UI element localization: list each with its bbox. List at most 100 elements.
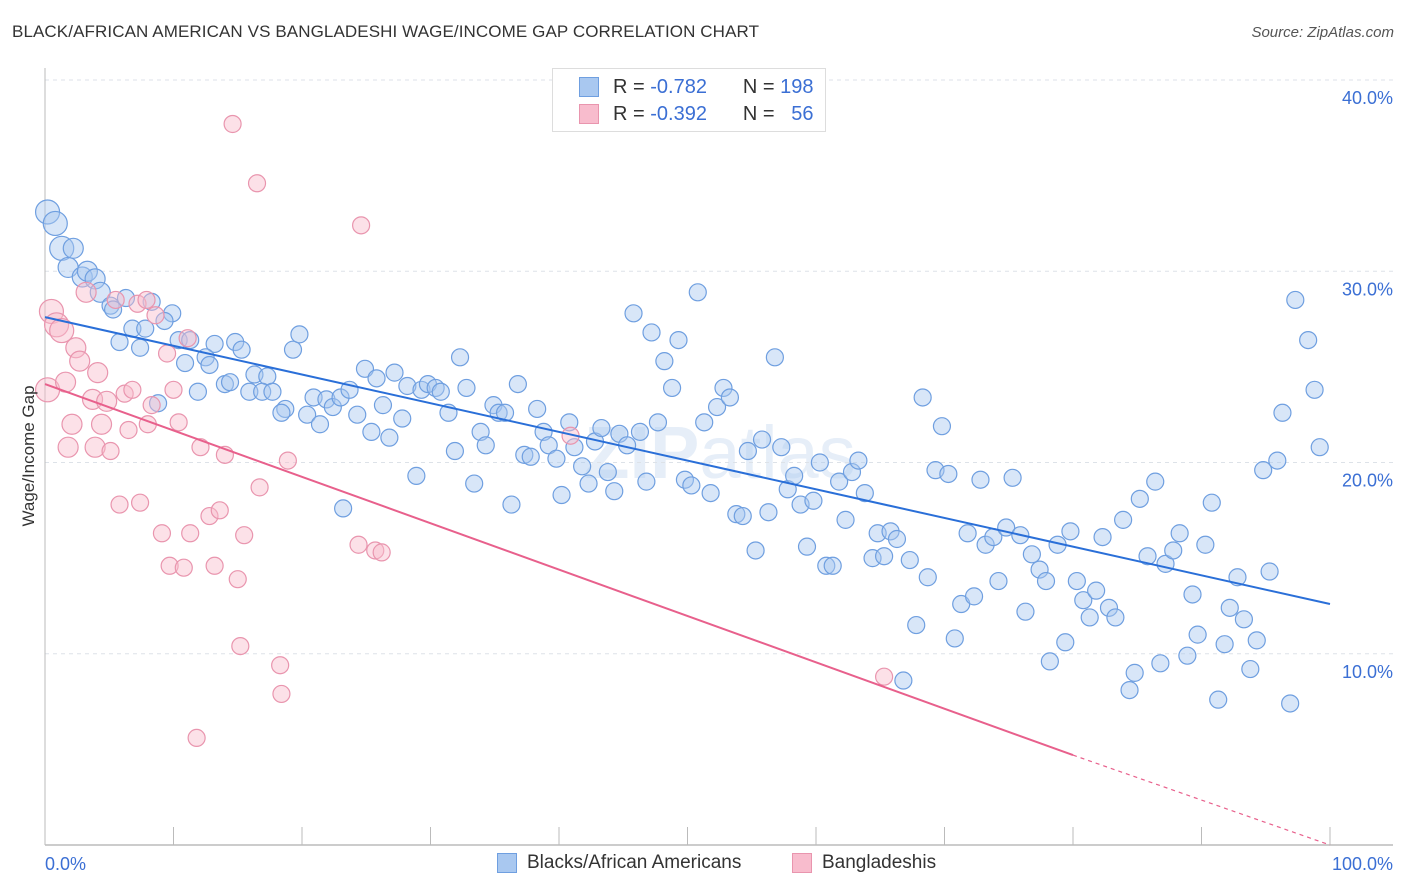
point-blacks: [836, 510, 855, 529]
point-bangladeshis: [160, 556, 179, 575]
point-bangladeshis: [235, 526, 254, 545]
point-blacks: [258, 367, 277, 386]
y-tick-label: 10.0%: [1342, 662, 1393, 682]
point-blacks: [1087, 581, 1106, 600]
point-blacks: [598, 462, 617, 482]
point-blacks: [1260, 562, 1279, 581]
point-bangladeshis: [152, 524, 172, 543]
point-blacks: [298, 405, 317, 424]
point-blacks: [1305, 380, 1324, 399]
point-blacks: [688, 283, 707, 302]
point-blacks: [637, 472, 656, 491]
point-blacks: [476, 436, 495, 455]
r-value: -0.392: [650, 102, 707, 125]
blue-swatch-icon: [497, 853, 517, 873]
point-bangladeshis: [352, 216, 371, 235]
point-blacks: [1188, 625, 1207, 644]
point-bangladeshis: [210, 501, 229, 520]
point-blacks: [932, 417, 952, 436]
point-blacks: [521, 447, 540, 466]
point-blacks: [1093, 527, 1112, 547]
point-blacks: [964, 587, 984, 606]
trend-lines: [44, 316, 1331, 846]
point-blacks: [605, 482, 624, 501]
point-blacks: [1164, 541, 1183, 560]
point-blacks: [62, 237, 84, 259]
point-blacks: [642, 323, 661, 342]
point-bangladeshis: [228, 570, 247, 589]
point-blacks: [515, 445, 534, 464]
watermark: ZIPatlas: [584, 411, 855, 494]
point-bangladeshis: [191, 438, 210, 457]
point-bangladeshis: [271, 656, 290, 675]
point-blacks: [200, 355, 219, 375]
point-blacks: [1273, 403, 1292, 422]
points: [34, 114, 1329, 748]
point-blacks: [188, 382, 208, 401]
point-blacks: [283, 340, 303, 359]
point-blacks: [1254, 461, 1273, 480]
point-blacks: [720, 388, 740, 407]
point-blacks: [817, 556, 836, 575]
point-blacks: [918, 568, 937, 587]
trend-line-blacks: [44, 316, 1331, 606]
point-blacks: [155, 311, 174, 331]
point-blacks: [528, 399, 547, 419]
point-blacks: [1146, 472, 1165, 491]
legend-row-blacks: R = -0.782 N = 198: [579, 75, 814, 99]
point-blacks: [669, 331, 688, 350]
point-blacks: [573, 457, 592, 476]
point-blacks: [810, 453, 829, 472]
point-blacks: [624, 304, 643, 323]
point-bangladeshis: [106, 290, 125, 310]
x-tick-label-min: 0.0%: [45, 854, 86, 874]
n-label: N =: [742, 75, 775, 98]
trend-line-bangladeshis: [44, 383, 1074, 757]
point-blacks: [290, 325, 309, 344]
point-blacks: [765, 348, 784, 367]
point-blacks: [648, 413, 668, 432]
point-blacks: [367, 369, 386, 388]
point-blacks: [842, 462, 862, 482]
point-bangladeshis: [366, 541, 385, 560]
point-blacks: [1099, 598, 1119, 617]
point-blacks: [913, 388, 932, 407]
point-blacks: [1130, 489, 1149, 508]
point-blacks: [240, 382, 259, 401]
point-bangladeshis: [181, 524, 200, 543]
blue-swatch-icon: [579, 77, 599, 97]
point-blacks: [1196, 535, 1215, 554]
point-blacks: [310, 415, 330, 434]
point-blacks: [830, 472, 849, 491]
point-blacks: [701, 484, 720, 503]
point-blacks: [547, 449, 566, 468]
point-blacks: [373, 396, 393, 415]
point-blacks: [579, 474, 598, 493]
point-bangladeshis: [164, 380, 183, 399]
point-blacks: [1241, 659, 1260, 679]
point-blacks: [1056, 633, 1075, 652]
point-blacks: [855, 484, 874, 503]
point-bangladeshis: [57, 436, 79, 458]
pink-swatch-icon: [792, 853, 812, 873]
point-blacks: [508, 374, 527, 394]
point-blacks: [804, 491, 823, 510]
point-blacks: [907, 615, 926, 635]
x-tick-label-max: 100.0%: [1332, 854, 1393, 874]
point-bangladeshis: [87, 362, 109, 384]
point-blacks: [253, 382, 272, 401]
point-blacks: [495, 403, 515, 422]
point-blacks: [539, 436, 558, 455]
point-blacks: [1080, 608, 1099, 627]
point-blacks: [823, 556, 842, 575]
point-bangladeshis: [61, 413, 83, 435]
point-bangladeshis: [223, 114, 242, 134]
point-bangladeshis: [250, 478, 269, 497]
point-blacks: [1120, 680, 1139, 700]
point-blacks: [407, 466, 426, 485]
point-bangladeshis: [119, 420, 138, 440]
point-blacks: [348, 405, 367, 424]
point-blacks: [1016, 602, 1035, 621]
point-blacks: [334, 499, 353, 518]
point-blacks: [592, 418, 611, 438]
